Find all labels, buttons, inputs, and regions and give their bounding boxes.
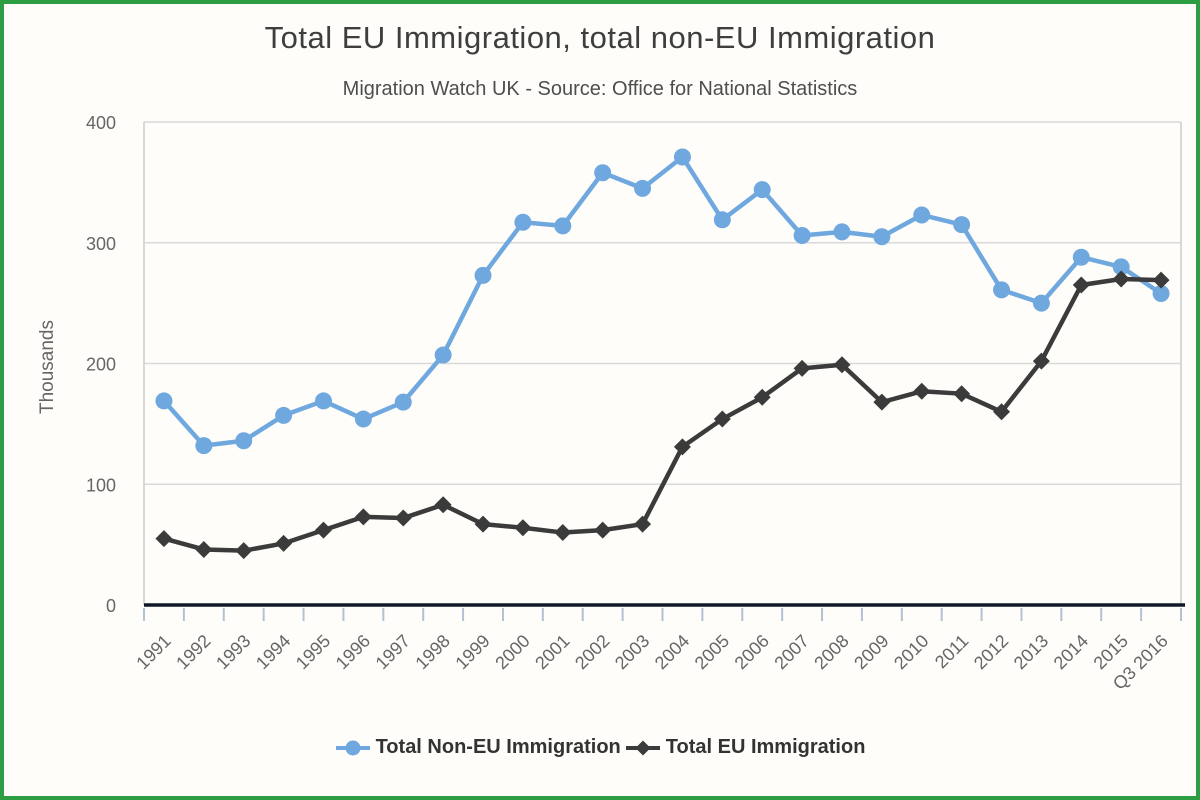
svg-text:0: 0 — [106, 596, 116, 616]
x-tick-labels: 1991199219931994199519961997199819992000… — [132, 631, 1172, 694]
svg-text:200: 200 — [86, 355, 116, 375]
legend-item-non-eu[interactable]: Total Non-EU Immigration — [335, 736, 621, 759]
svg-text:400: 400 — [86, 113, 116, 133]
svg-text:1998: 1998 — [412, 631, 454, 673]
svg-text:2011: 2011 — [931, 631, 973, 673]
plot-borders — [143, 122, 1182, 605]
svg-text:100: 100 — [86, 475, 116, 495]
gridlines — [144, 121, 1181, 485]
svg-text:1991: 1991 — [132, 631, 174, 673]
svg-text:2006: 2006 — [731, 631, 773, 673]
series-non-eu — [155, 148, 1170, 455]
svg-text:2010: 2010 — [890, 631, 932, 673]
legend-label-non-eu: Total Non-EU Immigration — [375, 736, 621, 758]
chart-title: Total EU Immigration, total non-EU Immig… — [264, 20, 936, 55]
svg-text:2012: 2012 — [970, 631, 1012, 673]
y-tick-labels: 0 100 200 300 400 — [86, 113, 116, 616]
svg-text:2013: 2013 — [1010, 631, 1052, 673]
svg-text:2003: 2003 — [611, 631, 653, 673]
svg-text:2008: 2008 — [810, 631, 852, 673]
svg-text:1994: 1994 — [252, 631, 294, 673]
svg-text:1997: 1997 — [372, 631, 414, 673]
chart-subtitle: Migration Watch UK - Source: Office for … — [342, 78, 858, 100]
x-tick-marks — [143, 608, 1182, 621]
legend-item-eu[interactable]: Total EU Immigration — [625, 736, 866, 759]
svg-text:1995: 1995 — [292, 631, 334, 673]
eu-series-marker-icon — [625, 738, 661, 758]
svg-text:2014: 2014 — [1050, 631, 1092, 673]
svg-text:2005: 2005 — [691, 631, 733, 673]
non-eu-series-marker-icon — [335, 738, 371, 758]
legend-label-eu: Total EU Immigration — [665, 736, 866, 758]
svg-text:1992: 1992 — [172, 631, 214, 673]
svg-text:2001: 2001 — [531, 631, 573, 673]
svg-text:2002: 2002 — [571, 631, 613, 673]
svg-text:2009: 2009 — [850, 631, 892, 673]
plot-area: 0100200300400199119921993199419951996199… — [86, 113, 1185, 694]
legend: Total Non-EU Immigration Total EU Immigr… — [4, 736, 1196, 759]
svg-text:2007: 2007 — [770, 631, 812, 673]
series-eu — [155, 270, 1170, 560]
svg-text:1999: 1999 — [451, 631, 493, 673]
svg-text:300: 300 — [86, 234, 116, 254]
svg-text:1996: 1996 — [332, 631, 374, 673]
svg-text:2004: 2004 — [651, 631, 693, 673]
svg-text:2000: 2000 — [491, 631, 533, 673]
svg-text:1993: 1993 — [212, 631, 254, 673]
